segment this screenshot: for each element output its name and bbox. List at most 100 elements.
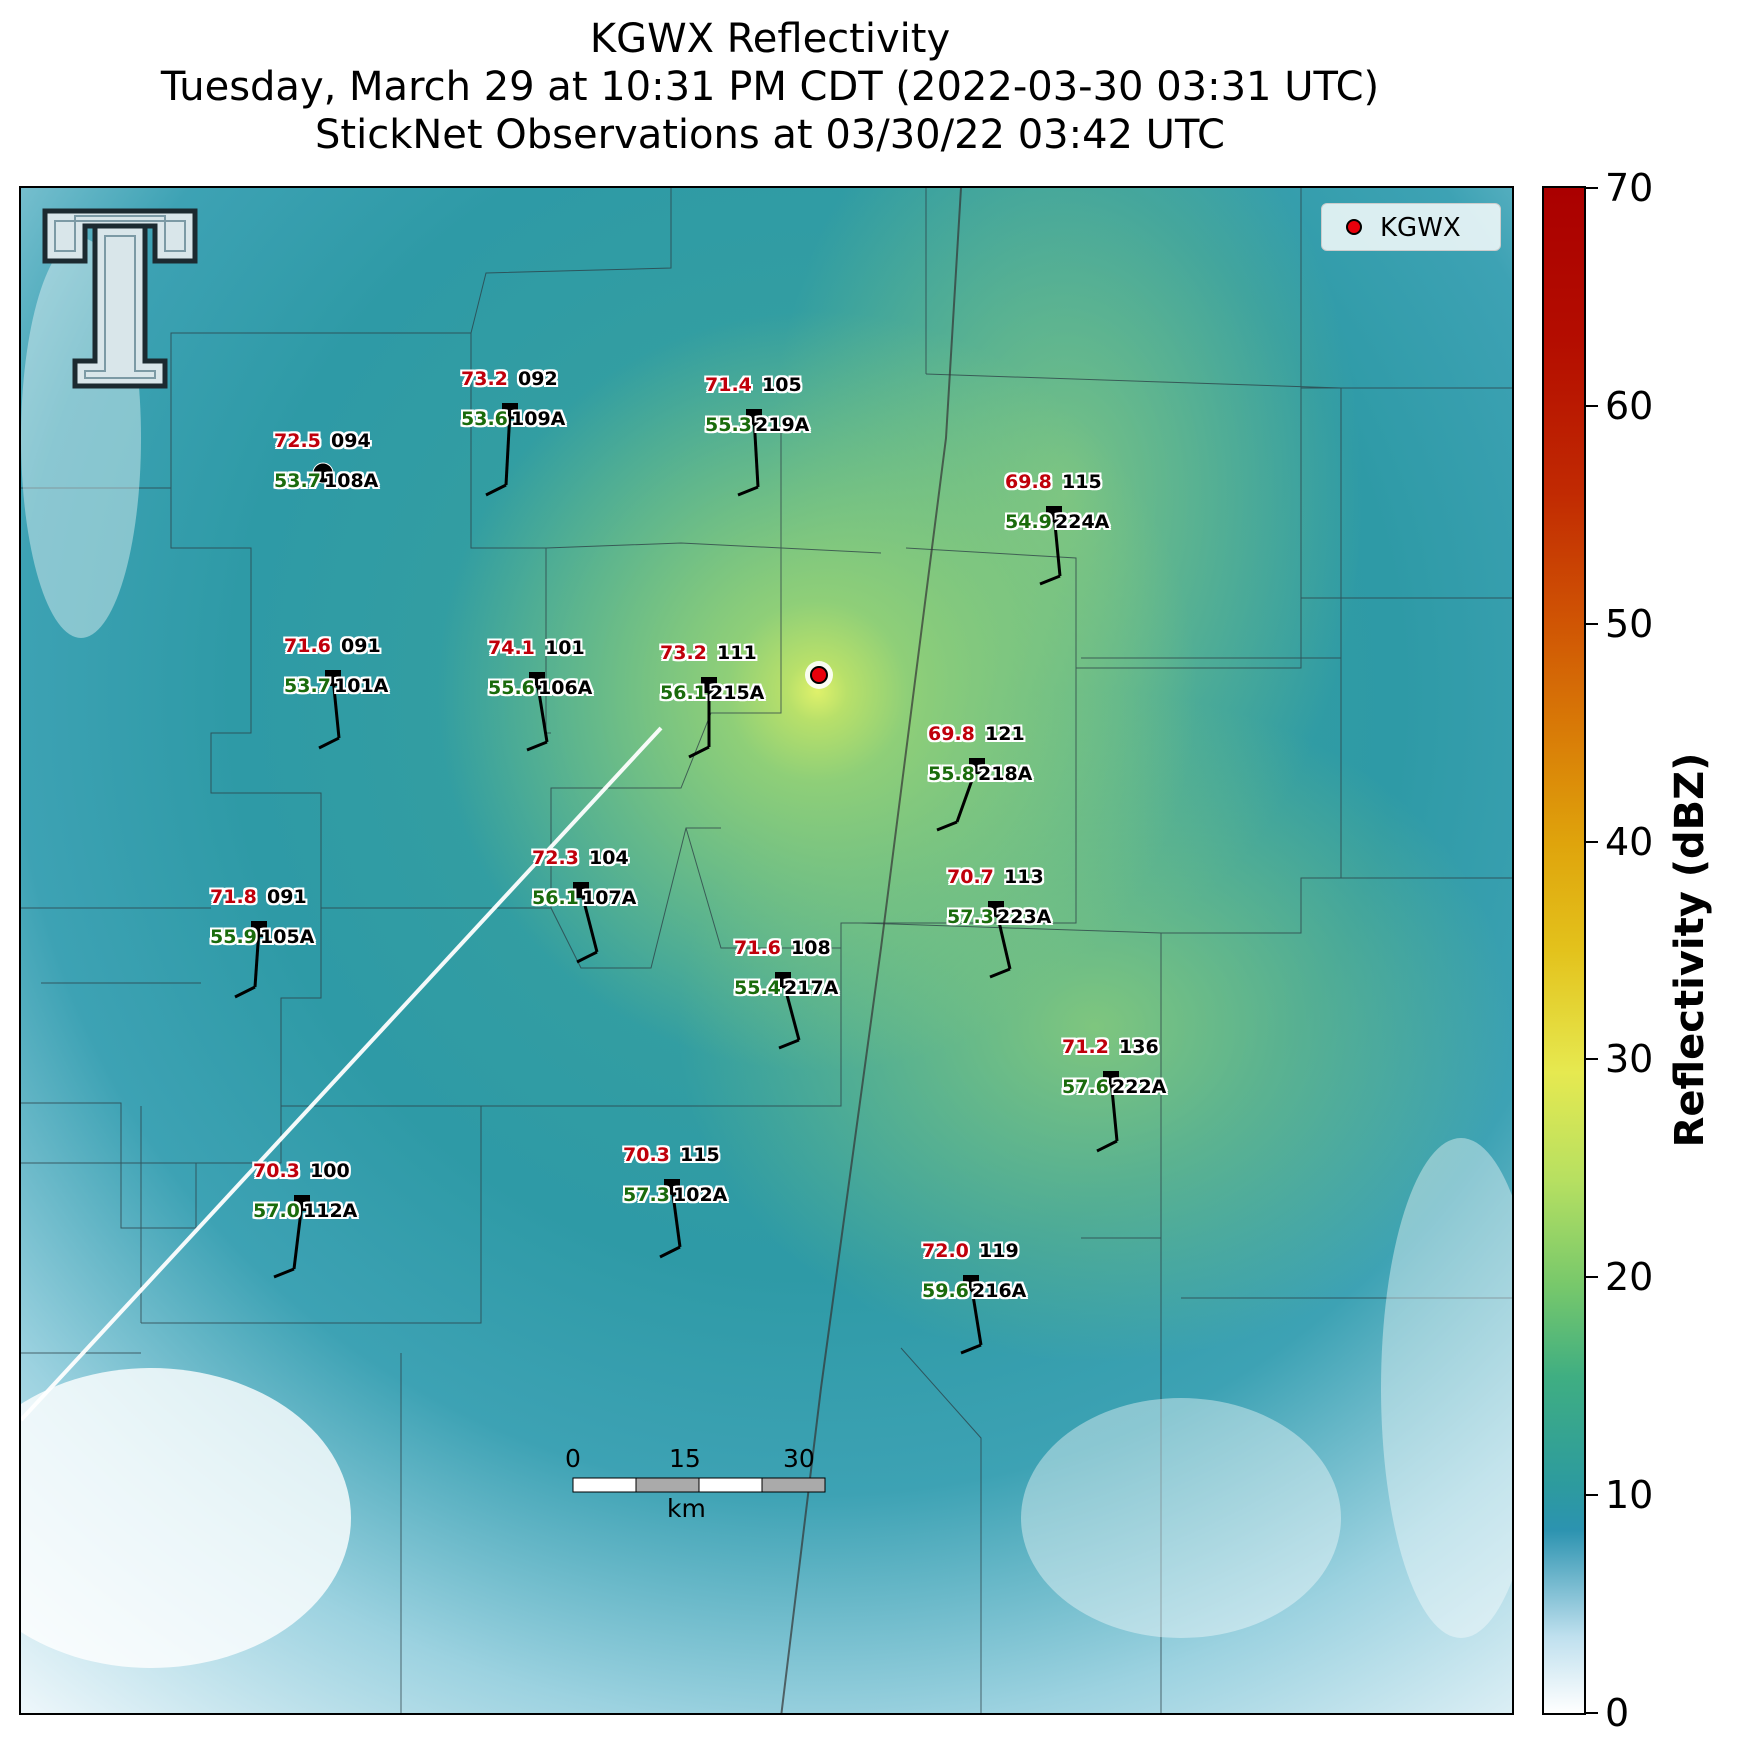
- colorbar-tick-label-70: 70: [1605, 166, 1654, 210]
- station-dewpoint-219A: 55.3: [705, 414, 752, 436]
- station-id-222A: 222A: [1112, 1076, 1167, 1098]
- station-heading-215A: 111: [717, 642, 757, 664]
- station-id-219A: 219A: [755, 414, 810, 436]
- station-dewpoint-107A: 56.1: [532, 887, 579, 909]
- station-dewpoint-224A: 54.9: [1005, 511, 1052, 533]
- radar-site-legend-icon: [1346, 219, 1362, 235]
- station-marker-102A[interactable]: [664, 1179, 680, 1195]
- beam-artifact: [21, 726, 663, 1422]
- station-id-107A: 107A: [582, 887, 637, 909]
- station-marker-222A[interactable]: [1103, 1071, 1119, 1087]
- wind-barb-flag-217A: [778, 1038, 800, 1050]
- radar-site-marker[interactable]: [810, 666, 828, 684]
- wind-barb-flag-216A: [960, 1343, 982, 1355]
- legend-label: KGWX: [1380, 213, 1461, 243]
- station-dewpoint-216A: 59.6: [922, 1280, 969, 1302]
- station-id-109A: 109A: [511, 408, 566, 430]
- wind-barb-staff-101A: [331, 677, 341, 739]
- station-temp-222A: 71.2: [1062, 1036, 1109, 1058]
- station-temp-216A: 72.0: [922, 1240, 969, 1262]
- colorbar-tick-label-30: 30: [1605, 1037, 1654, 1082]
- station-dewpoint-102A: 57.3: [623, 1184, 670, 1206]
- station-temp-219A: 71.4: [705, 374, 752, 396]
- colorbar-tick-40: [1586, 840, 1598, 843]
- county-boundaries: [21, 188, 1512, 1713]
- scalebar-label-0: 0: [565, 1444, 581, 1473]
- station-temp-109A: 73.2: [461, 368, 508, 390]
- station-marker-112A[interactable]: [294, 1195, 310, 1211]
- wind-barb-staff-106A: [535, 679, 549, 743]
- colorbar-tick-label-20: 20: [1605, 1255, 1654, 1300]
- wind-barb-flag-107A: [576, 950, 598, 964]
- station-marker-109A[interactable]: [502, 403, 518, 419]
- wind-barb-flag-223A: [989, 967, 1011, 979]
- station-marker-108A[interactable]: [312, 462, 334, 484]
- station-id-224A: 224A: [1055, 511, 1110, 533]
- scalebar-unit: km: [667, 1494, 706, 1523]
- station-marker-101A[interactable]: [325, 670, 341, 686]
- station-temp-223A: 70.7: [947, 866, 994, 888]
- station-dewpoint-222A: 57.6: [1062, 1076, 1109, 1098]
- station-dewpoint-215A: 56.1: [660, 682, 707, 704]
- station-marker-218A[interactable]: [969, 758, 985, 774]
- wind-barb-flag-218A: [936, 820, 958, 832]
- wind-barb-flag-105A: [234, 985, 256, 999]
- station-heading-101A: 091: [341, 635, 381, 657]
- radar-map[interactable]: KGWX 0 15 30 km 73.2 092 53.6 109A 71.4 105 55…: [19, 186, 1514, 1715]
- station-marker-217A[interactable]: [775, 972, 791, 988]
- station-id-106A: 106A: [538, 677, 593, 699]
- station-id-105A: 105A: [260, 926, 315, 948]
- station-dewpoint-101A: 53.7: [284, 675, 331, 697]
- station-marker-106A[interactable]: [529, 672, 545, 688]
- station-temp-224A: 69.8: [1005, 471, 1052, 493]
- colorbar-tick-50: [1586, 622, 1598, 625]
- station-dewpoint-105A: 55.9: [210, 926, 257, 948]
- station-id-112A: 112A: [303, 1200, 358, 1222]
- station-heading-216A: 119: [979, 1240, 1019, 1262]
- map-subtitle-obs: StickNet Observations at 03/30/22 03:42 …: [315, 112, 1225, 158]
- station-marker-216A[interactable]: [963, 1275, 979, 1291]
- colorbar-tick-label-0: 0: [1605, 1691, 1630, 1735]
- station-marker-107A[interactable]: [573, 882, 589, 898]
- colorbar-tick-label-50: 50: [1605, 601, 1654, 646]
- station-heading-102A: 115: [680, 1144, 720, 1166]
- station-marker-223A[interactable]: [988, 901, 1004, 917]
- station-dewpoint-218A: 55.8: [928, 763, 975, 785]
- colorbar-tick-label-10: 10: [1605, 1473, 1654, 1518]
- station-temp-112A: 70.3: [253, 1160, 300, 1182]
- station-heading-112A: 100: [310, 1160, 350, 1182]
- wind-barb-staff-109A: [504, 410, 512, 486]
- station-heading-222A: 136: [1119, 1036, 1159, 1058]
- wind-barb-staff-112A: [292, 1202, 304, 1270]
- station-id-223A: 223A: [997, 906, 1052, 928]
- station-marker-219A[interactable]: [746, 409, 762, 425]
- colorbar: [1542, 186, 1586, 1715]
- scalebar-label-15: 15: [669, 1444, 701, 1473]
- station-heading-107A: 104: [589, 847, 629, 869]
- station-temp-106A: 74.1: [488, 637, 535, 659]
- station-id-216A: 216A: [972, 1280, 1027, 1302]
- wind-barb-staff-102A: [670, 1186, 682, 1248]
- colorbar-tick-70: [1586, 187, 1598, 189]
- station-id-215A: 215A: [710, 682, 765, 704]
- wind-barb-flag-215A: [688, 745, 710, 759]
- station-heading-223A: 113: [1004, 866, 1044, 888]
- station-marker-215A[interactable]: [701, 677, 717, 693]
- colorbar-tick-label-40: 40: [1605, 819, 1654, 864]
- map-legend: KGWX: [1321, 203, 1501, 251]
- wind-barb-staff-224A: [1052, 513, 1062, 577]
- colorbar-tick-label-60: 60: [1605, 383, 1654, 428]
- colorbar-tick-60: [1586, 404, 1598, 407]
- station-heading-218A: 121: [985, 723, 1025, 745]
- colorbar-label: Reflectivity (dBZ): [1667, 752, 1713, 1148]
- texas-tech-logo: [42, 208, 198, 389]
- station-heading-109A: 092: [518, 368, 558, 390]
- station-dewpoint-112A: 57.0: [253, 1200, 300, 1222]
- wind-barb-flag-222A: [1096, 1139, 1118, 1153]
- wind-barb-staff-218A: [955, 765, 979, 823]
- station-marker-105A[interactable]: [251, 921, 267, 937]
- colorbar-tick-30: [1586, 1058, 1598, 1061]
- wind-barb-staff-107A: [579, 889, 599, 953]
- station-marker-224A[interactable]: [1046, 506, 1062, 522]
- station-id-101A: 101A: [334, 675, 389, 697]
